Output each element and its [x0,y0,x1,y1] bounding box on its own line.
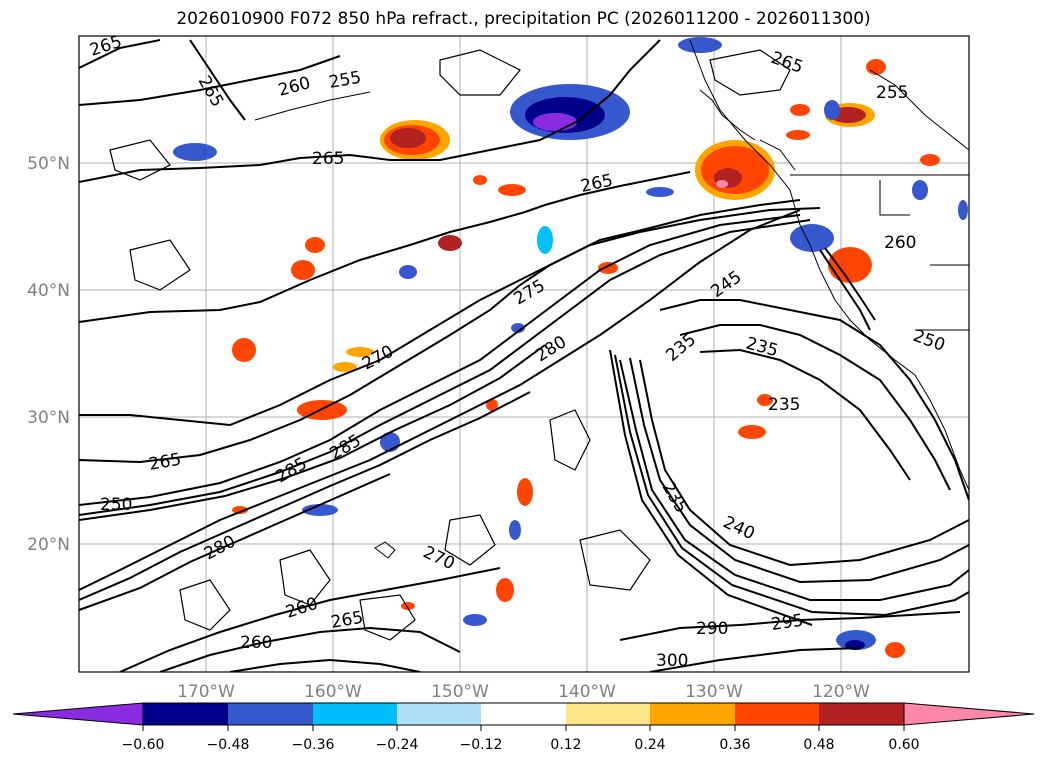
colorbar-bin [481,703,566,725]
contour-label: 295 [770,611,805,635]
lon-label: 160°W [304,682,362,702]
colorbar-tick-label: −0.60 [122,737,165,753]
lat-label: 20°N [27,535,70,555]
lon-label: 130°W [685,682,743,702]
colorbar-tick-label: 0.24 [634,737,665,753]
colorbar-tick-label: −0.12 [460,737,503,753]
colorbar-bin [819,703,904,725]
colorbar-extend-left [12,702,144,726]
refractivity-contours [79,39,969,672]
contour-label: 255 [876,83,908,103]
colorbar-bin [397,703,481,725]
colorbar-bin [228,703,313,725]
colorbar-outline [142,702,905,726]
colorbar-tick-label: 0.36 [719,737,750,753]
lon-label: 120°W [812,682,870,702]
longitude-labels: 170°W 160°W 150°W 140°W 130°W 120°W [177,682,870,702]
colorbar-bin [313,703,397,725]
colorbar-bin [143,703,228,725]
colorbar-bin [735,703,819,725]
lat-label: 50°N [27,154,70,174]
contour-label: 260 [884,233,916,253]
lon-label: 150°W [431,682,489,702]
colorbar-tick-label: 0.12 [550,737,581,753]
lon-label: 170°W [177,682,235,702]
map-area: 265 265 260 255 265 265 275 270 280 285 … [79,36,969,672]
colorbar-tick-label: −0.36 [292,737,335,753]
contour-label: 290 [696,619,728,639]
lat-label: 40°N [27,281,70,301]
coastline [254,39,969,559]
contour-label: 300 [656,651,688,671]
colorbar-extend-right [903,702,1035,726]
colorbar-tick-label: 0.60 [888,737,919,753]
precip-blob-positive [232,59,940,658]
colorbar-bin [650,703,735,725]
colorbar-tick-label: 0.48 [803,737,834,753]
gridlines [79,36,969,672]
colorbar-tick-label: −0.48 [207,737,250,753]
contour-label: 260 [240,633,272,653]
lat-label: 30°N [27,408,70,428]
map-frame [78,35,970,673]
contour-label: 250 [100,495,132,515]
colorbar-bin [566,703,650,725]
map-title: 2026010900 F072 850 hPa refract., precip… [176,9,871,29]
thin-contours [109,49,791,641]
precip-blob-negative [173,37,968,650]
contour-label: 265 [312,149,344,169]
colorbar: −0.60 −0.48 −0.36 −0.24 −0.12 0.12 0.24 … [12,702,1035,753]
colorbar-tick-label: −0.24 [376,737,419,753]
latitude-labels: 50°N 40°N 30°N 20°N [27,154,70,555]
lon-label: 140°W [558,682,616,702]
contour-label: 235 [768,395,800,415]
